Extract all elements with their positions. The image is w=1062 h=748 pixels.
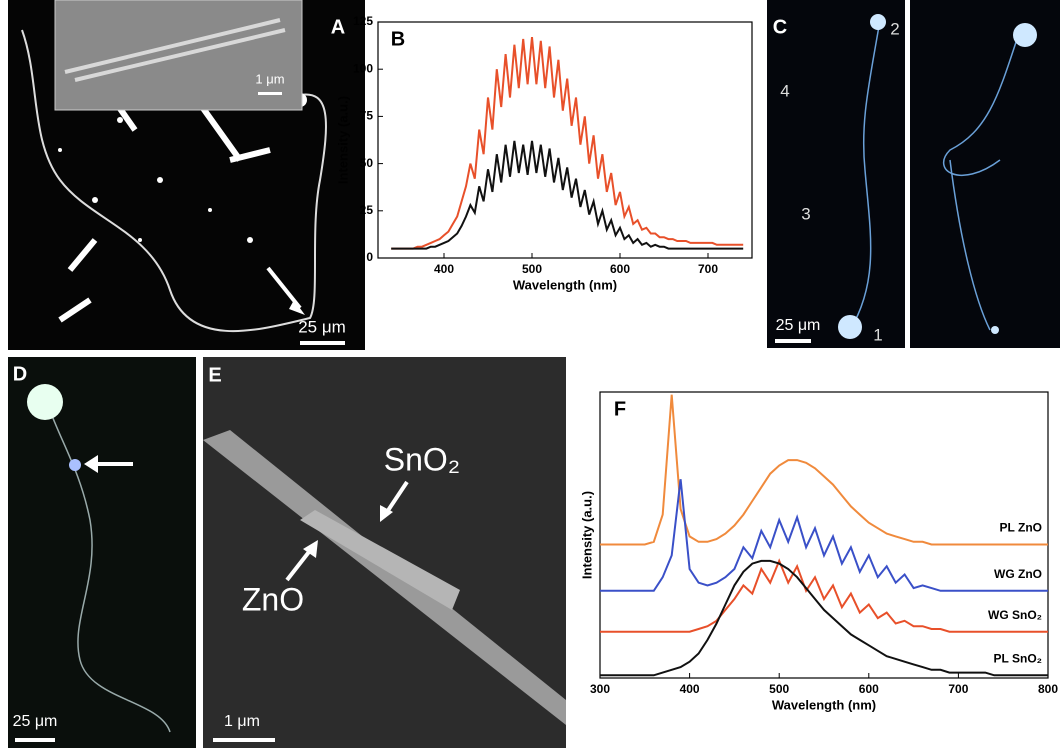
y-tick-label: 50 bbox=[360, 156, 374, 170]
position-marker: 3 bbox=[801, 204, 810, 223]
emission-spot bbox=[27, 384, 63, 420]
series-line bbox=[600, 479, 1048, 591]
x-tick-label: 600 bbox=[610, 262, 630, 276]
series-line bbox=[600, 561, 1048, 675]
emission-spot bbox=[838, 315, 862, 339]
y-tick-label: 125 bbox=[353, 14, 373, 28]
y-axis-label: Intensity (a.u.) bbox=[579, 491, 594, 579]
scale-bar bbox=[775, 339, 811, 343]
inset-scale-bar bbox=[258, 92, 282, 95]
x-tick-label: 400 bbox=[680, 682, 700, 696]
panel-c-image-2 bbox=[910, 0, 1060, 348]
panel-label: E bbox=[208, 364, 221, 386]
figure: 1 μm A 25 μm C 2 4 3 1 25 μm D 25 μm E S… bbox=[0, 0, 1062, 748]
x-tick-label: 400 bbox=[434, 262, 454, 276]
panel-label: A bbox=[331, 16, 345, 38]
panel-c-image-1 bbox=[767, 0, 905, 348]
x-tick-label: 600 bbox=[859, 682, 879, 696]
position-marker: 2 bbox=[890, 19, 899, 38]
series-label: WG ZnO bbox=[994, 567, 1042, 581]
x-tick-label: 500 bbox=[769, 682, 789, 696]
x-tick-label: 500 bbox=[522, 262, 542, 276]
x-tick-label: 800 bbox=[1038, 682, 1058, 696]
material-label: ZnO bbox=[242, 581, 304, 617]
y-tick-label: 25 bbox=[360, 203, 374, 217]
y-tick-label: 100 bbox=[353, 61, 373, 75]
scale-bar bbox=[300, 341, 345, 345]
scale-label: 25 μm bbox=[298, 317, 346, 336]
scale-label: 25 μm bbox=[776, 317, 821, 334]
x-axis-label: Wavelength (nm) bbox=[513, 277, 617, 292]
x-tick-label: 700 bbox=[698, 262, 718, 276]
series-line bbox=[600, 561, 1048, 632]
series-label: WG SnO₂ bbox=[988, 608, 1042, 622]
scale-bar bbox=[213, 738, 275, 742]
series-label: PL ZnO bbox=[1000, 521, 1042, 535]
scale-label: 1 μm bbox=[224, 713, 260, 730]
emission-spot bbox=[870, 14, 886, 30]
series-label: PL SnO₂ bbox=[994, 651, 1042, 665]
position-marker: 4 bbox=[780, 81, 789, 100]
x-tick-label: 700 bbox=[948, 682, 968, 696]
series-line bbox=[600, 395, 1048, 545]
material-label: SnO₂ bbox=[384, 441, 460, 477]
page: 1 μm A 25 μm C 2 4 3 1 25 μm D 25 μm E S… bbox=[0, 0, 1062, 748]
scale-label: 25 μm bbox=[13, 713, 58, 730]
plot-frame bbox=[600, 392, 1048, 678]
emission-spot bbox=[991, 326, 999, 334]
position-marker: 1 bbox=[873, 325, 882, 344]
y-tick-label: 75 bbox=[360, 109, 374, 123]
x-axis-label: Wavelength (nm) bbox=[772, 697, 876, 712]
y-tick-label: 0 bbox=[366, 250, 373, 264]
plot-frame bbox=[378, 22, 752, 258]
y-axis-label: Intensity (a.u.) bbox=[335, 96, 350, 184]
emission-spot bbox=[69, 459, 81, 471]
series-line bbox=[391, 37, 743, 249]
panel-label: C bbox=[773, 16, 787, 38]
panel-label: B bbox=[391, 28, 405, 50]
inset-scale-label: 1 μm bbox=[255, 71, 284, 86]
panel-label: D bbox=[13, 363, 27, 385]
panel-label: F bbox=[614, 398, 626, 420]
series-line bbox=[391, 141, 743, 249]
scale-bar bbox=[15, 738, 55, 742]
x-tick-label: 300 bbox=[590, 682, 610, 696]
emission-spot bbox=[1013, 23, 1037, 47]
